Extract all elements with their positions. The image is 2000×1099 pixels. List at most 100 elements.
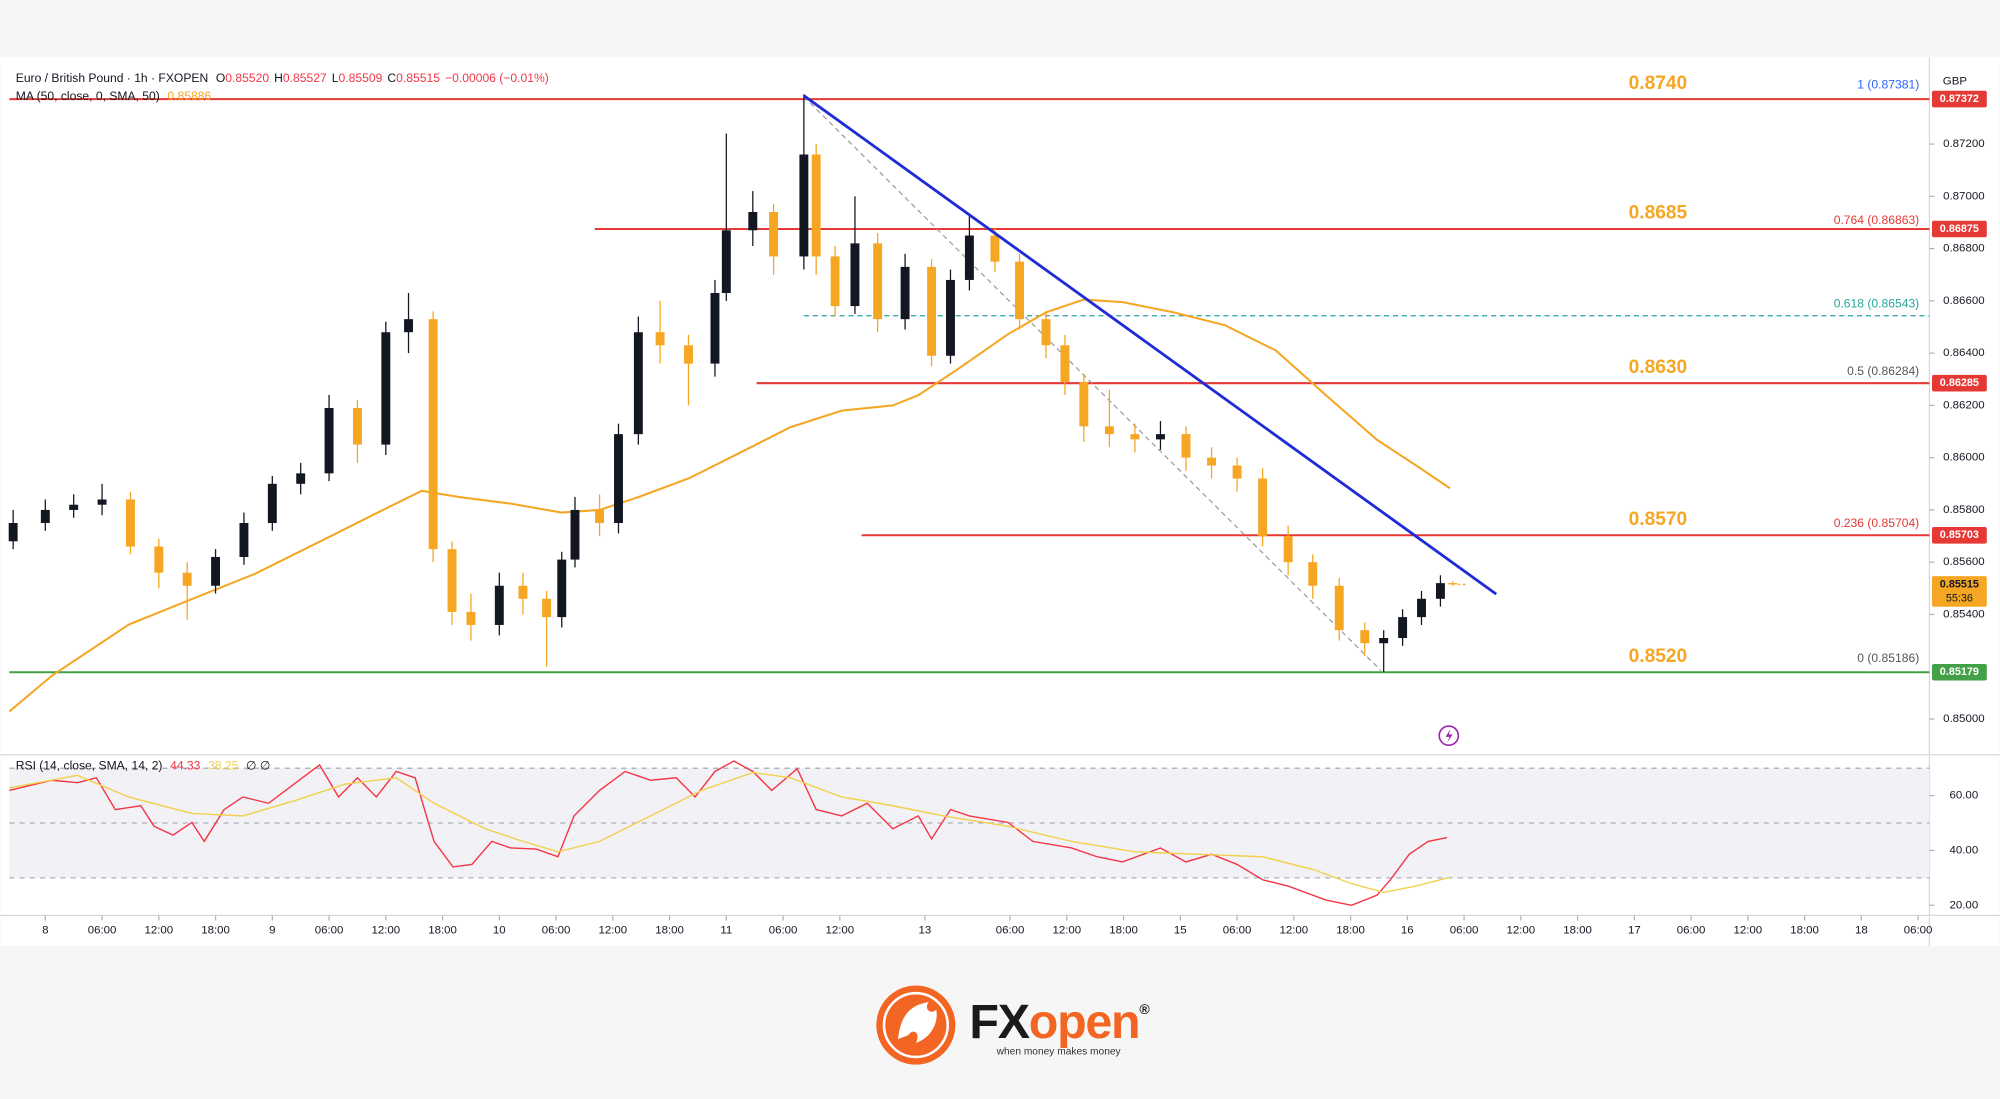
logo-ring bbox=[882, 991, 950, 1059]
candle-body bbox=[1207, 457, 1216, 466]
candle-body bbox=[850, 243, 860, 307]
x-tick-label: 12:00 bbox=[598, 925, 627, 937]
candle-body bbox=[769, 211, 779, 257]
candle-body bbox=[542, 598, 552, 618]
candle-body bbox=[1104, 426, 1114, 435]
level-label: 0.8630 bbox=[1629, 357, 1687, 378]
y-tick-label: 0.87200 bbox=[1943, 138, 1984, 150]
candle-body bbox=[946, 279, 955, 356]
x-tick-label: 18:00 bbox=[1336, 925, 1365, 937]
x-tick-label: 18:00 bbox=[1109, 925, 1138, 937]
candle-body bbox=[8, 523, 18, 542]
countdown-label: 55:36 bbox=[1946, 592, 1973, 604]
level-label: 0.8520 bbox=[1629, 646, 1687, 667]
candle-body bbox=[964, 235, 974, 280]
candle-body bbox=[595, 509, 605, 524]
candle-body bbox=[1417, 598, 1426, 618]
x-tick-label: 13 bbox=[919, 925, 932, 937]
x-tick-label: 18:00 bbox=[655, 925, 684, 937]
candle-body bbox=[1360, 630, 1370, 644]
candle-body bbox=[1258, 478, 1268, 537]
y-tick-label: 0.86200 bbox=[1943, 399, 1984, 411]
rsi-legend-value: 44.33 bbox=[170, 758, 201, 772]
rsi-line bbox=[9, 760, 1448, 907]
rsi-line bbox=[9, 771, 1451, 894]
ma-legend-value: 0.85886 bbox=[167, 89, 211, 103]
candle-body bbox=[927, 266, 937, 356]
currency-label: GBP bbox=[1943, 76, 1968, 88]
ma-legend-name: MA (50, close, 0, SMA, 50) bbox=[16, 89, 160, 103]
price-tag-label: 0.87372 bbox=[1940, 93, 1979, 105]
price-tag bbox=[1931, 527, 1987, 544]
price-tag bbox=[1931, 374, 1987, 392]
y-tick-label: 0.85600 bbox=[1943, 556, 1984, 568]
candle-body bbox=[710, 293, 720, 364]
x-tick-label: 16 bbox=[1401, 925, 1414, 937]
level-label: 0.8740 bbox=[1629, 73, 1687, 94]
alert-bolt[interactable] bbox=[1445, 728, 1453, 743]
x-tick-label: 06:00 bbox=[1223, 925, 1252, 937]
x-tick-label: 18:00 bbox=[428, 925, 457, 937]
x-tick-label: 12:00 bbox=[1052, 925, 1081, 937]
candle-body bbox=[570, 509, 580, 560]
candle-body bbox=[900, 266, 910, 320]
x-tick-label: 17 bbox=[1628, 925, 1641, 937]
candle-body bbox=[1308, 562, 1318, 586]
trendline bbox=[803, 94, 1498, 596]
price-tag bbox=[1931, 663, 1987, 681]
price-tag-label: 0.85703 bbox=[1940, 529, 1979, 541]
fib-level-label: 0.618 (0.86543) bbox=[1834, 296, 1920, 310]
candle-body bbox=[40, 509, 50, 524]
fib-level-label: 0.236 (0.85704) bbox=[1834, 516, 1920, 530]
candle-body bbox=[404, 319, 413, 333]
price-tag-label: 0.86875 bbox=[1940, 223, 1979, 235]
x-tick-label: 06:00 bbox=[769, 925, 798, 937]
candle-body bbox=[1015, 261, 1024, 320]
fib-level-label: 0 (0.85186) bbox=[1857, 651, 1919, 665]
candle-body bbox=[125, 499, 135, 547]
candle-body bbox=[1398, 617, 1408, 639]
candle-body bbox=[557, 559, 567, 618]
x-tick-label: 12:00 bbox=[371, 925, 400, 937]
candle-body bbox=[1379, 638, 1389, 644]
fib-diagonal bbox=[803, 96, 1382, 671]
x-tick-label: 18:00 bbox=[201, 925, 230, 937]
rsi-y-tick-label: 60.00 bbox=[1950, 790, 1979, 802]
candle-body bbox=[518, 585, 528, 599]
brand-tagline: when money makes money bbox=[996, 1047, 1122, 1058]
ohlc-key: C bbox=[387, 71, 396, 85]
candle-body bbox=[1130, 434, 1140, 440]
candle-body bbox=[1435, 583, 1445, 599]
candle-body bbox=[211, 556, 221, 586]
price-tag-label: 0.86285 bbox=[1940, 377, 1979, 389]
candle-body bbox=[830, 256, 840, 307]
ohlc-value: 0.85515 bbox=[396, 71, 440, 85]
candle-body bbox=[97, 499, 107, 505]
y-tick-label: 0.85400 bbox=[1943, 609, 1984, 621]
candle-body bbox=[1041, 319, 1051, 346]
x-tick-label: 12:00 bbox=[825, 925, 854, 937]
candle-body bbox=[324, 408, 334, 474]
brand-name-b: open bbox=[1029, 995, 1140, 1049]
fib-level-label: 1 (0.87381) bbox=[1857, 77, 1919, 91]
candle-body bbox=[684, 345, 693, 364]
x-tick-label: 9 bbox=[269, 925, 275, 937]
alert-circle[interactable] bbox=[1438, 725, 1460, 747]
candle-body bbox=[721, 230, 731, 294]
y-tick-label: 0.85800 bbox=[1943, 504, 1984, 516]
ohlc-value: 0.85520 bbox=[225, 71, 269, 85]
y-tick-label: 0.86400 bbox=[1943, 347, 1984, 359]
x-tick-label: 06:00 bbox=[315, 925, 344, 937]
brand-name-a: FX bbox=[969, 995, 1029, 1049]
candle-body bbox=[1232, 465, 1242, 479]
candle-body bbox=[655, 332, 665, 346]
price-tag bbox=[1931, 90, 1987, 108]
x-tick-label: 10 bbox=[493, 925, 506, 937]
rsi-legend-value: ∅ ∅ bbox=[246, 758, 270, 772]
y-tick-label: 0.86000 bbox=[1943, 452, 1984, 464]
fib-level-label: 0.5 (0.86284) bbox=[1847, 364, 1919, 378]
price-tag-label: 0.85179 bbox=[1940, 666, 1979, 678]
alert-icon[interactable] bbox=[1438, 725, 1460, 747]
fib-level-label: 0.764 (0.86863) bbox=[1834, 213, 1920, 227]
y-tick-label: 0.86600 bbox=[1943, 295, 1984, 307]
